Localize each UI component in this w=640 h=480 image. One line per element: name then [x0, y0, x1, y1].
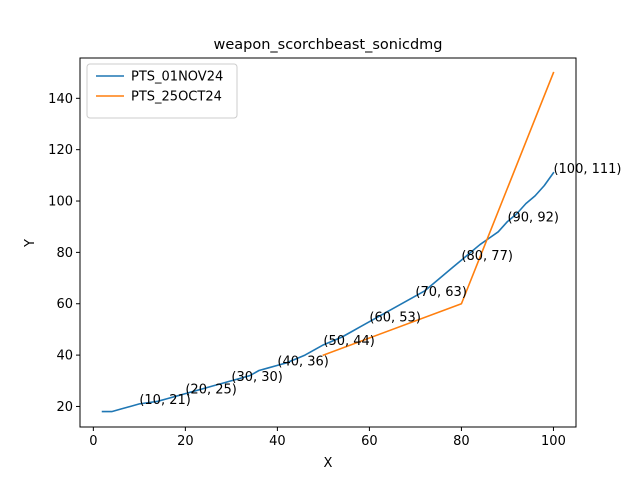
series-line-pts-01nov24 [101, 171, 555, 413]
legend: PTS_01NOV24 PTS_25OCT24 [86, 63, 238, 119]
x-tick-label: 0 [89, 434, 97, 449]
legend-entry: PTS_01NOV24 [131, 70, 223, 85]
x-axis-label: X [324, 456, 333, 471]
data-label: (70, 63) [415, 285, 467, 300]
series-line-pts-25oct24 [322, 71, 555, 357]
x-tick-label: 80 [453, 434, 470, 449]
data-label: (80, 77) [461, 249, 512, 264]
data-label: (40, 36) [277, 354, 329, 369]
legend-box [86, 63, 238, 119]
x-tick-label: 40 [269, 434, 286, 449]
x-tick-label: 100 [541, 434, 566, 449]
annotation-layer: (10, 21)(20, 25)(30, 30)(40, 36) (50, 44)… [139, 162, 621, 408]
x-tick-label: 60 [361, 434, 378, 449]
data-label: (20, 25) [185, 383, 237, 398]
data-label: (50, 44) [323, 334, 375, 349]
y-axis-label: Y [23, 239, 38, 248]
y-tick-label: 60 [56, 297, 73, 312]
y-tick-label: 40 [56, 349, 73, 364]
data-label: (100, 111) [553, 162, 621, 177]
legend-entry: PTS_25OCT24 [131, 90, 222, 105]
data-label: (60, 53) [369, 311, 421, 326]
axis-ticks: 0 20 40 60 80 100 20 40 60 80 100 120 140 [48, 92, 566, 449]
y-tick-label: 100 [48, 195, 73, 210]
y-tick-label: 20 [56, 400, 73, 415]
axes-frame [79, 57, 577, 428]
y-tick-label: 80 [56, 246, 73, 261]
data-label: (90, 92) [507, 211, 559, 226]
x-tick-label: 20 [177, 434, 194, 449]
y-tick-label: 120 [48, 143, 73, 158]
data-label: (10, 21) [139, 393, 191, 408]
series-layer [101, 71, 555, 413]
chart-title: weapon_scorchbeast_sonicdmg [213, 37, 442, 53]
data-label: (30, 30) [231, 370, 283, 385]
y-tick-label: 140 [48, 92, 73, 107]
